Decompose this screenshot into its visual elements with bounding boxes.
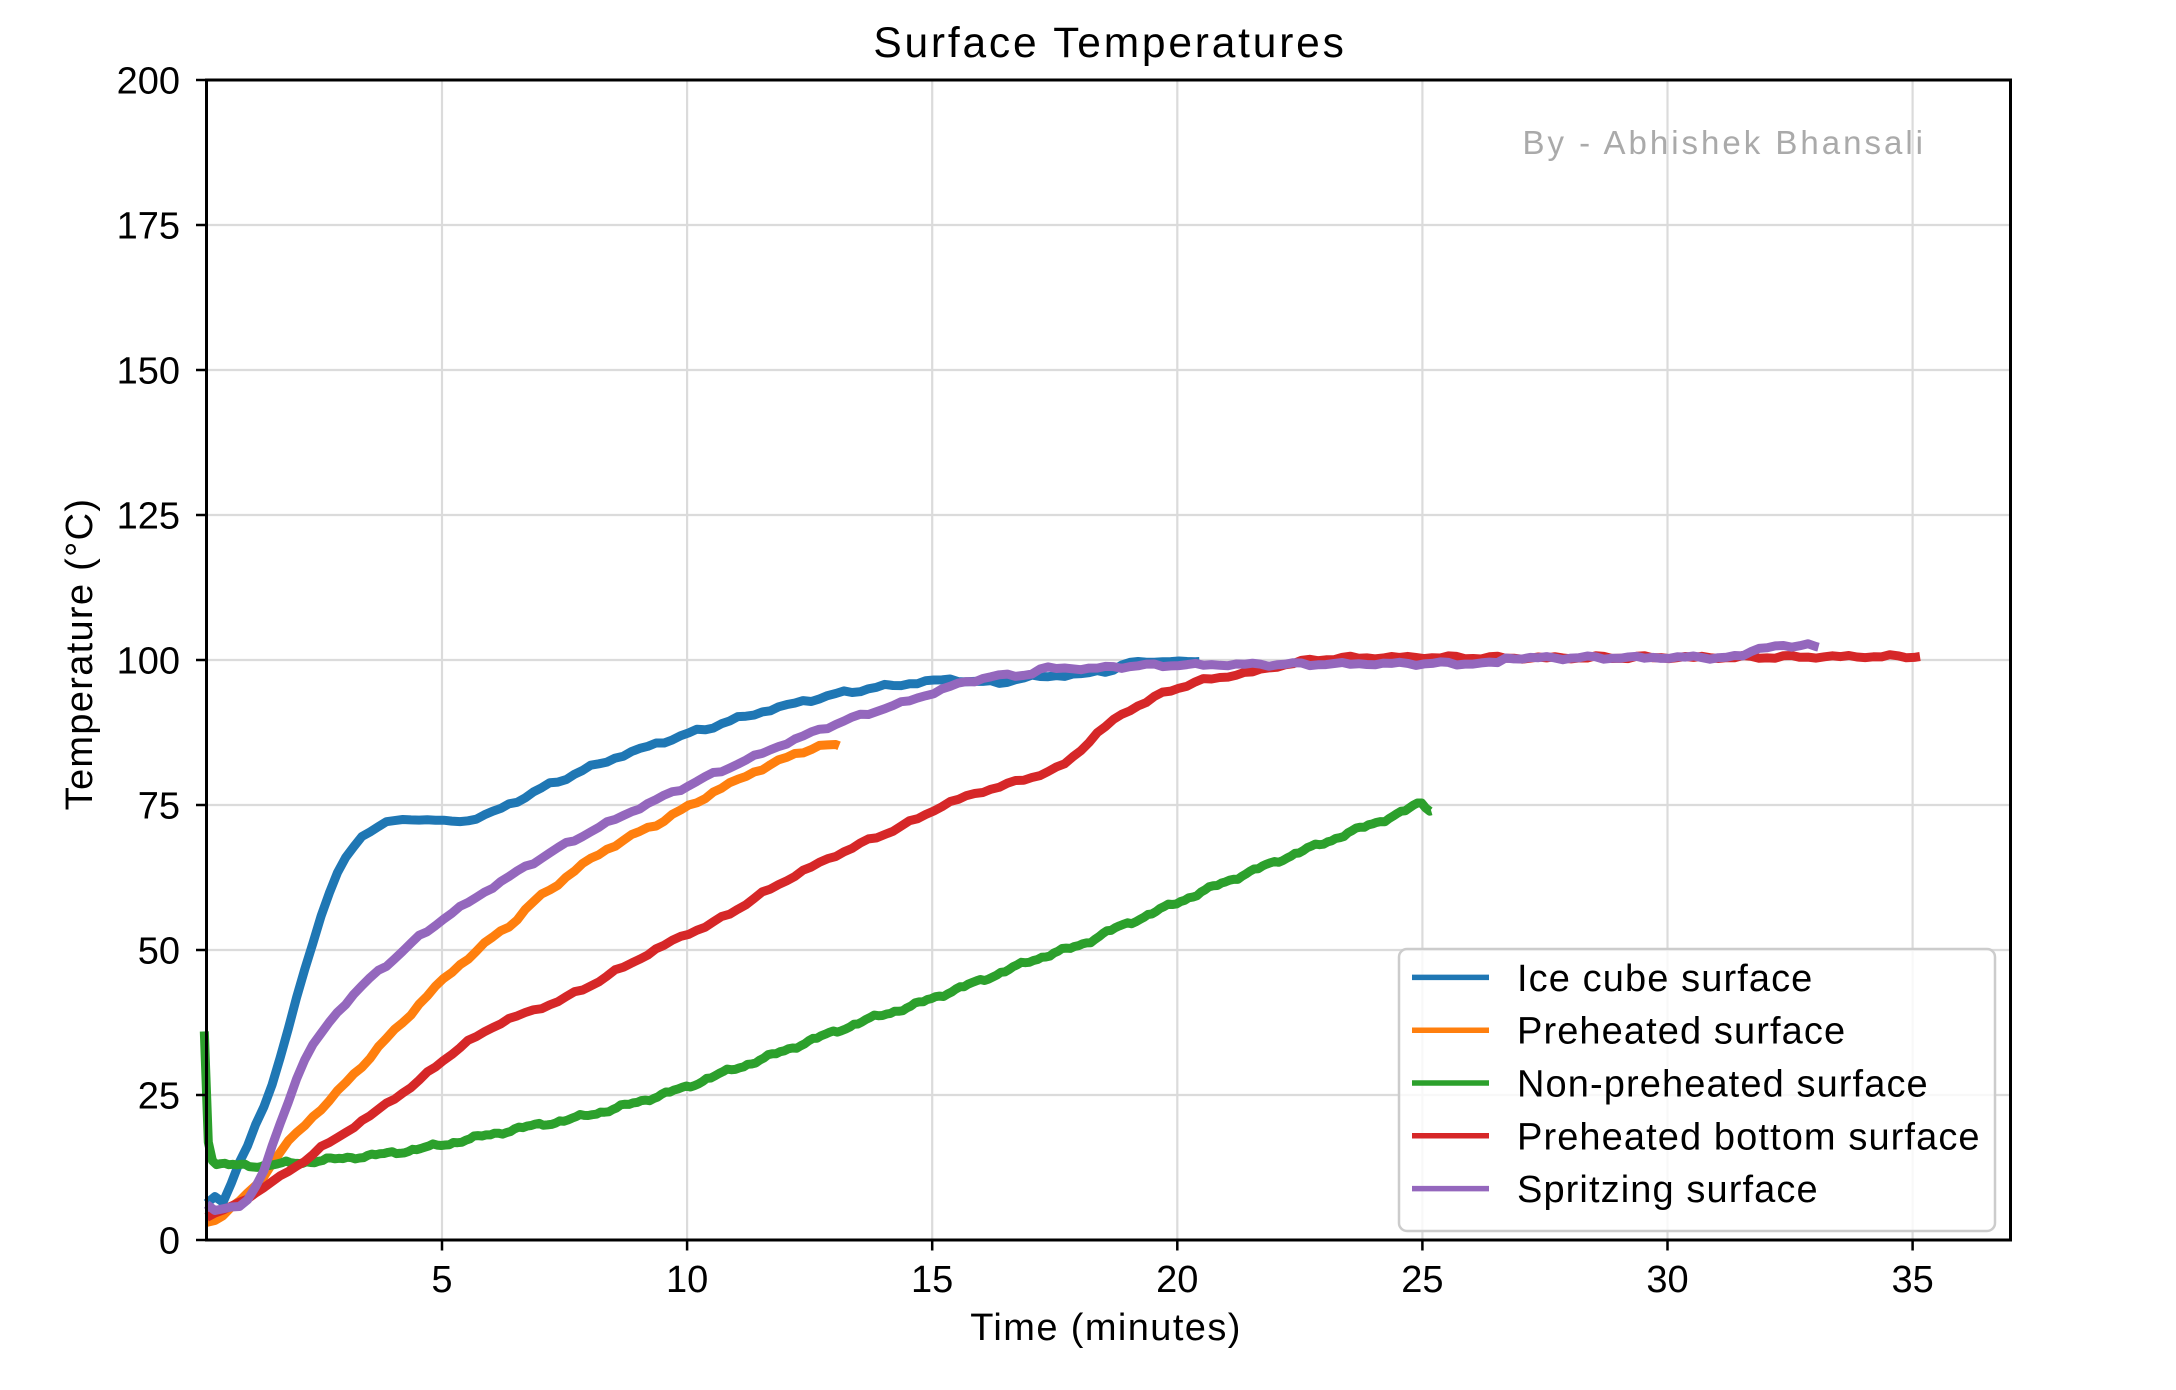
svg-text:Time (minutes): Time (minutes)	[970, 1307, 1242, 1349]
svg-text:25: 25	[1401, 1259, 1443, 1301]
svg-text:125: 125	[117, 496, 180, 538]
svg-text:Non-preheated surface: Non-preheated surface	[1517, 1064, 1929, 1106]
svg-text:200: 200	[117, 61, 180, 103]
svg-text:15: 15	[911, 1259, 953, 1301]
svg-text:0: 0	[159, 1221, 180, 1263]
svg-text:Preheated bottom surface: Preheated bottom surface	[1517, 1116, 1981, 1158]
svg-text:35: 35	[1891, 1259, 1933, 1301]
svg-text:50: 50	[138, 931, 180, 973]
svg-text:30: 30	[1646, 1259, 1688, 1301]
svg-text:Surface Temperatures: Surface Temperatures	[873, 20, 1346, 67]
svg-text:75: 75	[138, 786, 180, 828]
svg-text:5: 5	[431, 1259, 452, 1301]
svg-text:150: 150	[117, 351, 180, 393]
svg-text:25: 25	[138, 1076, 180, 1118]
svg-text:10: 10	[666, 1259, 708, 1301]
svg-text:Temperature (°C): Temperature (°C)	[59, 498, 101, 811]
svg-text:Preheated surface: Preheated surface	[1517, 1011, 1846, 1053]
svg-text:100: 100	[117, 641, 180, 683]
svg-text:20: 20	[1156, 1259, 1198, 1301]
svg-text:By - Abhishek Bhansali: By - Abhishek Bhansali	[1522, 124, 1926, 161]
svg-text:Spritzing surface: Spritzing surface	[1517, 1169, 1819, 1211]
svg-text:175: 175	[117, 206, 180, 248]
svg-text:Ice cube surface: Ice cube surface	[1517, 958, 1813, 1000]
